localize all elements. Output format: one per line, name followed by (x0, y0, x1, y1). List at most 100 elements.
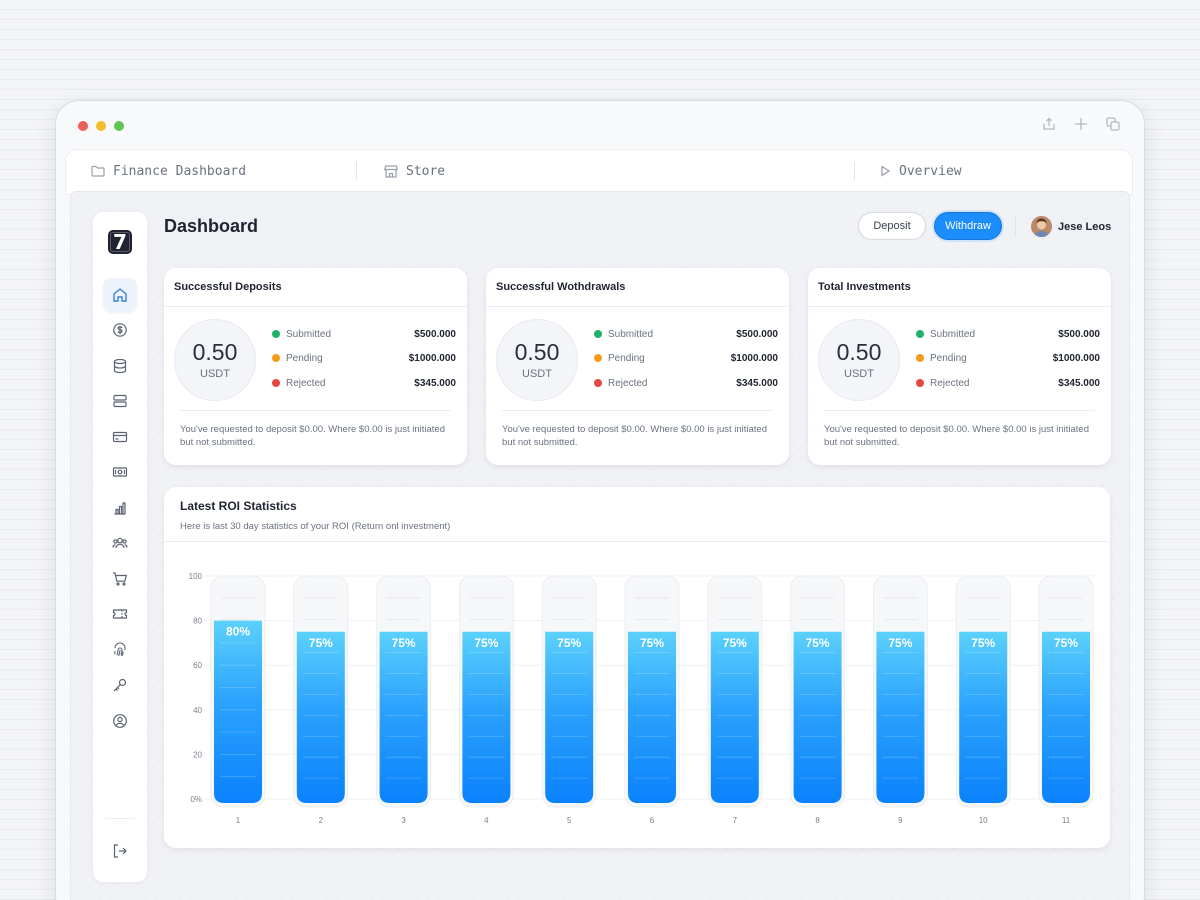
stat-row: Pending $1000.000 (272, 351, 456, 365)
balance-circle: 0.50 USDT (174, 319, 256, 401)
minimize-window-button[interactable] (96, 121, 106, 131)
x-tick-label: 5 (567, 816, 572, 825)
cash-icon (112, 467, 128, 477)
y-tick-label: 100 (189, 572, 203, 581)
stat-value: $345.000 (414, 377, 456, 389)
roi-bar (710, 631, 759, 803)
status-dot-icon (916, 330, 924, 338)
server-icon (113, 394, 127, 408)
status-dot-icon (272, 379, 280, 387)
card-note: You've requested to deposit $0.00. Where… (824, 424, 1089, 448)
card-title: Total Investments (818, 281, 911, 293)
x-tick-label: 4 (484, 816, 489, 825)
bar-value-label: 75% (806, 636, 830, 650)
x-tick-label: 2 (319, 816, 324, 825)
bar-value-label: 75% (557, 636, 581, 650)
balance-value: 0.50 (836, 338, 882, 365)
bar-value-label: 75% (309, 636, 333, 650)
status-dot-icon (594, 354, 602, 362)
roi-bar (379, 631, 428, 803)
roi-bar (1042, 631, 1090, 803)
sidebar-item-finance[interactable] (103, 313, 137, 347)
users-icon (112, 537, 128, 549)
database-icon (113, 358, 127, 374)
sidebar-item-database[interactable] (103, 349, 137, 383)
x-tick-label: 8 (815, 816, 820, 825)
y-tick-label: 20 (193, 750, 202, 759)
summary-card: Successful Deposits 0.50 USDT Submitted … (164, 268, 467, 465)
avatar[interactable] (1031, 216, 1052, 237)
tab-store[interactable]: Store (384, 150, 445, 192)
sidebar-item-analytics[interactable] (103, 491, 137, 525)
card-divider (164, 306, 467, 307)
tab-bar: Finance Dashboard Store Overview (65, 149, 1133, 195)
user-name[interactable]: Jese Leos (1058, 221, 1112, 233)
tab-label: Store (406, 163, 446, 179)
share-icon[interactable] (1040, 115, 1058, 133)
window-controls (78, 121, 124, 131)
card-note: You've requested to deposit $0.00. Where… (502, 424, 767, 448)
stat-label: Rejected (930, 377, 970, 389)
status-dot-icon (594, 330, 602, 338)
app-window: Finance Dashboard Store Overview 7 (55, 100, 1145, 900)
bar-value-label: 75% (971, 636, 995, 650)
withdraw-button[interactable]: Withdraw (934, 212, 1002, 240)
roi-subtitle: Here is last 30 day statistics of your R… (180, 521, 451, 532)
card-title: Successful Deposits (174, 281, 282, 293)
bar-chart-icon (114, 502, 126, 515)
x-tick-label: 3 (401, 816, 406, 825)
x-tick-label: 1 (236, 816, 241, 825)
card-title: Successful Wothdrawals (496, 281, 626, 293)
home-icon (113, 288, 127, 302)
sidebar-item-store[interactable] (103, 562, 137, 596)
bar-value-label: 75% (474, 636, 498, 650)
stat-label: Rejected (286, 377, 326, 389)
stat-label: Pending (608, 352, 645, 364)
stat-row: Rejected $345.000 (916, 376, 1100, 390)
maximize-window-button[interactable] (114, 121, 124, 131)
stat-value: $500.000 (414, 328, 456, 340)
sidebar-item-security[interactable] (103, 633, 137, 667)
deposit-button[interactable]: Deposit (858, 212, 926, 240)
sidebar-item-server[interactable] (103, 384, 137, 418)
roi-chart: 0% 20 40 60 80 100 80% 1 75% 2 75% 3 75% 4 75% 5 75% 6 75%… (189, 572, 1094, 825)
stat-value: $500.000 (736, 328, 778, 340)
roi-title: Latest ROI Statistics (180, 499, 297, 513)
close-window-button[interactable] (78, 121, 88, 131)
stat-row: Submitted $500.000 (916, 327, 1100, 341)
sidebar-item-cards[interactable] (103, 420, 137, 454)
sidebar-item-tickets[interactable] (103, 597, 137, 631)
header-divider (1015, 216, 1016, 236)
sidebar-item-keys[interactable] (103, 668, 137, 702)
sidebar-item-cash[interactable] (103, 455, 137, 489)
window-actions (1040, 115, 1122, 133)
user-circle-icon (113, 714, 127, 728)
sidebar-item-logout[interactable] (103, 834, 137, 868)
stat-row: Submitted $500.000 (594, 327, 778, 341)
sidebar-divider (105, 818, 135, 819)
stat-value: $345.000 (1058, 377, 1100, 389)
dollar-icon (113, 323, 127, 337)
key-icon (113, 678, 127, 692)
roi-divider (164, 541, 1110, 542)
balance-unit: USDT (522, 367, 552, 380)
status-dot-icon (594, 379, 602, 387)
bar-value-label: 75% (723, 636, 747, 650)
copy-icon[interactable] (1104, 115, 1122, 133)
roi-panel: Latest ROI Statistics Here is last 30 da… (164, 487, 1110, 848)
stat-row: Pending $1000.000 (594, 351, 778, 365)
tab-finance-dashboard[interactable]: Finance Dashboard (91, 150, 246, 192)
roi-bar (876, 631, 925, 803)
bar-value-label: 75% (392, 636, 416, 650)
sidebar-item-users[interactable] (103, 526, 137, 560)
logout-icon (113, 844, 127, 858)
summary-card: Successful Wothdrawals 0.50 USDT Submitt… (486, 268, 789, 465)
sidebar-item-profile[interactable] (103, 704, 137, 738)
app-logo[interactable]: 7 (108, 230, 132, 254)
summary-card: Total Investments 0.50 USDT Submitted $5… (808, 268, 1111, 465)
y-tick-label: 0% (190, 795, 202, 804)
sidebar-item-home[interactable] (103, 278, 137, 312)
tab-overview[interactable]: Overview (879, 150, 962, 192)
plus-icon[interactable] (1072, 115, 1090, 133)
bar-value-label: 75% (1054, 636, 1078, 650)
